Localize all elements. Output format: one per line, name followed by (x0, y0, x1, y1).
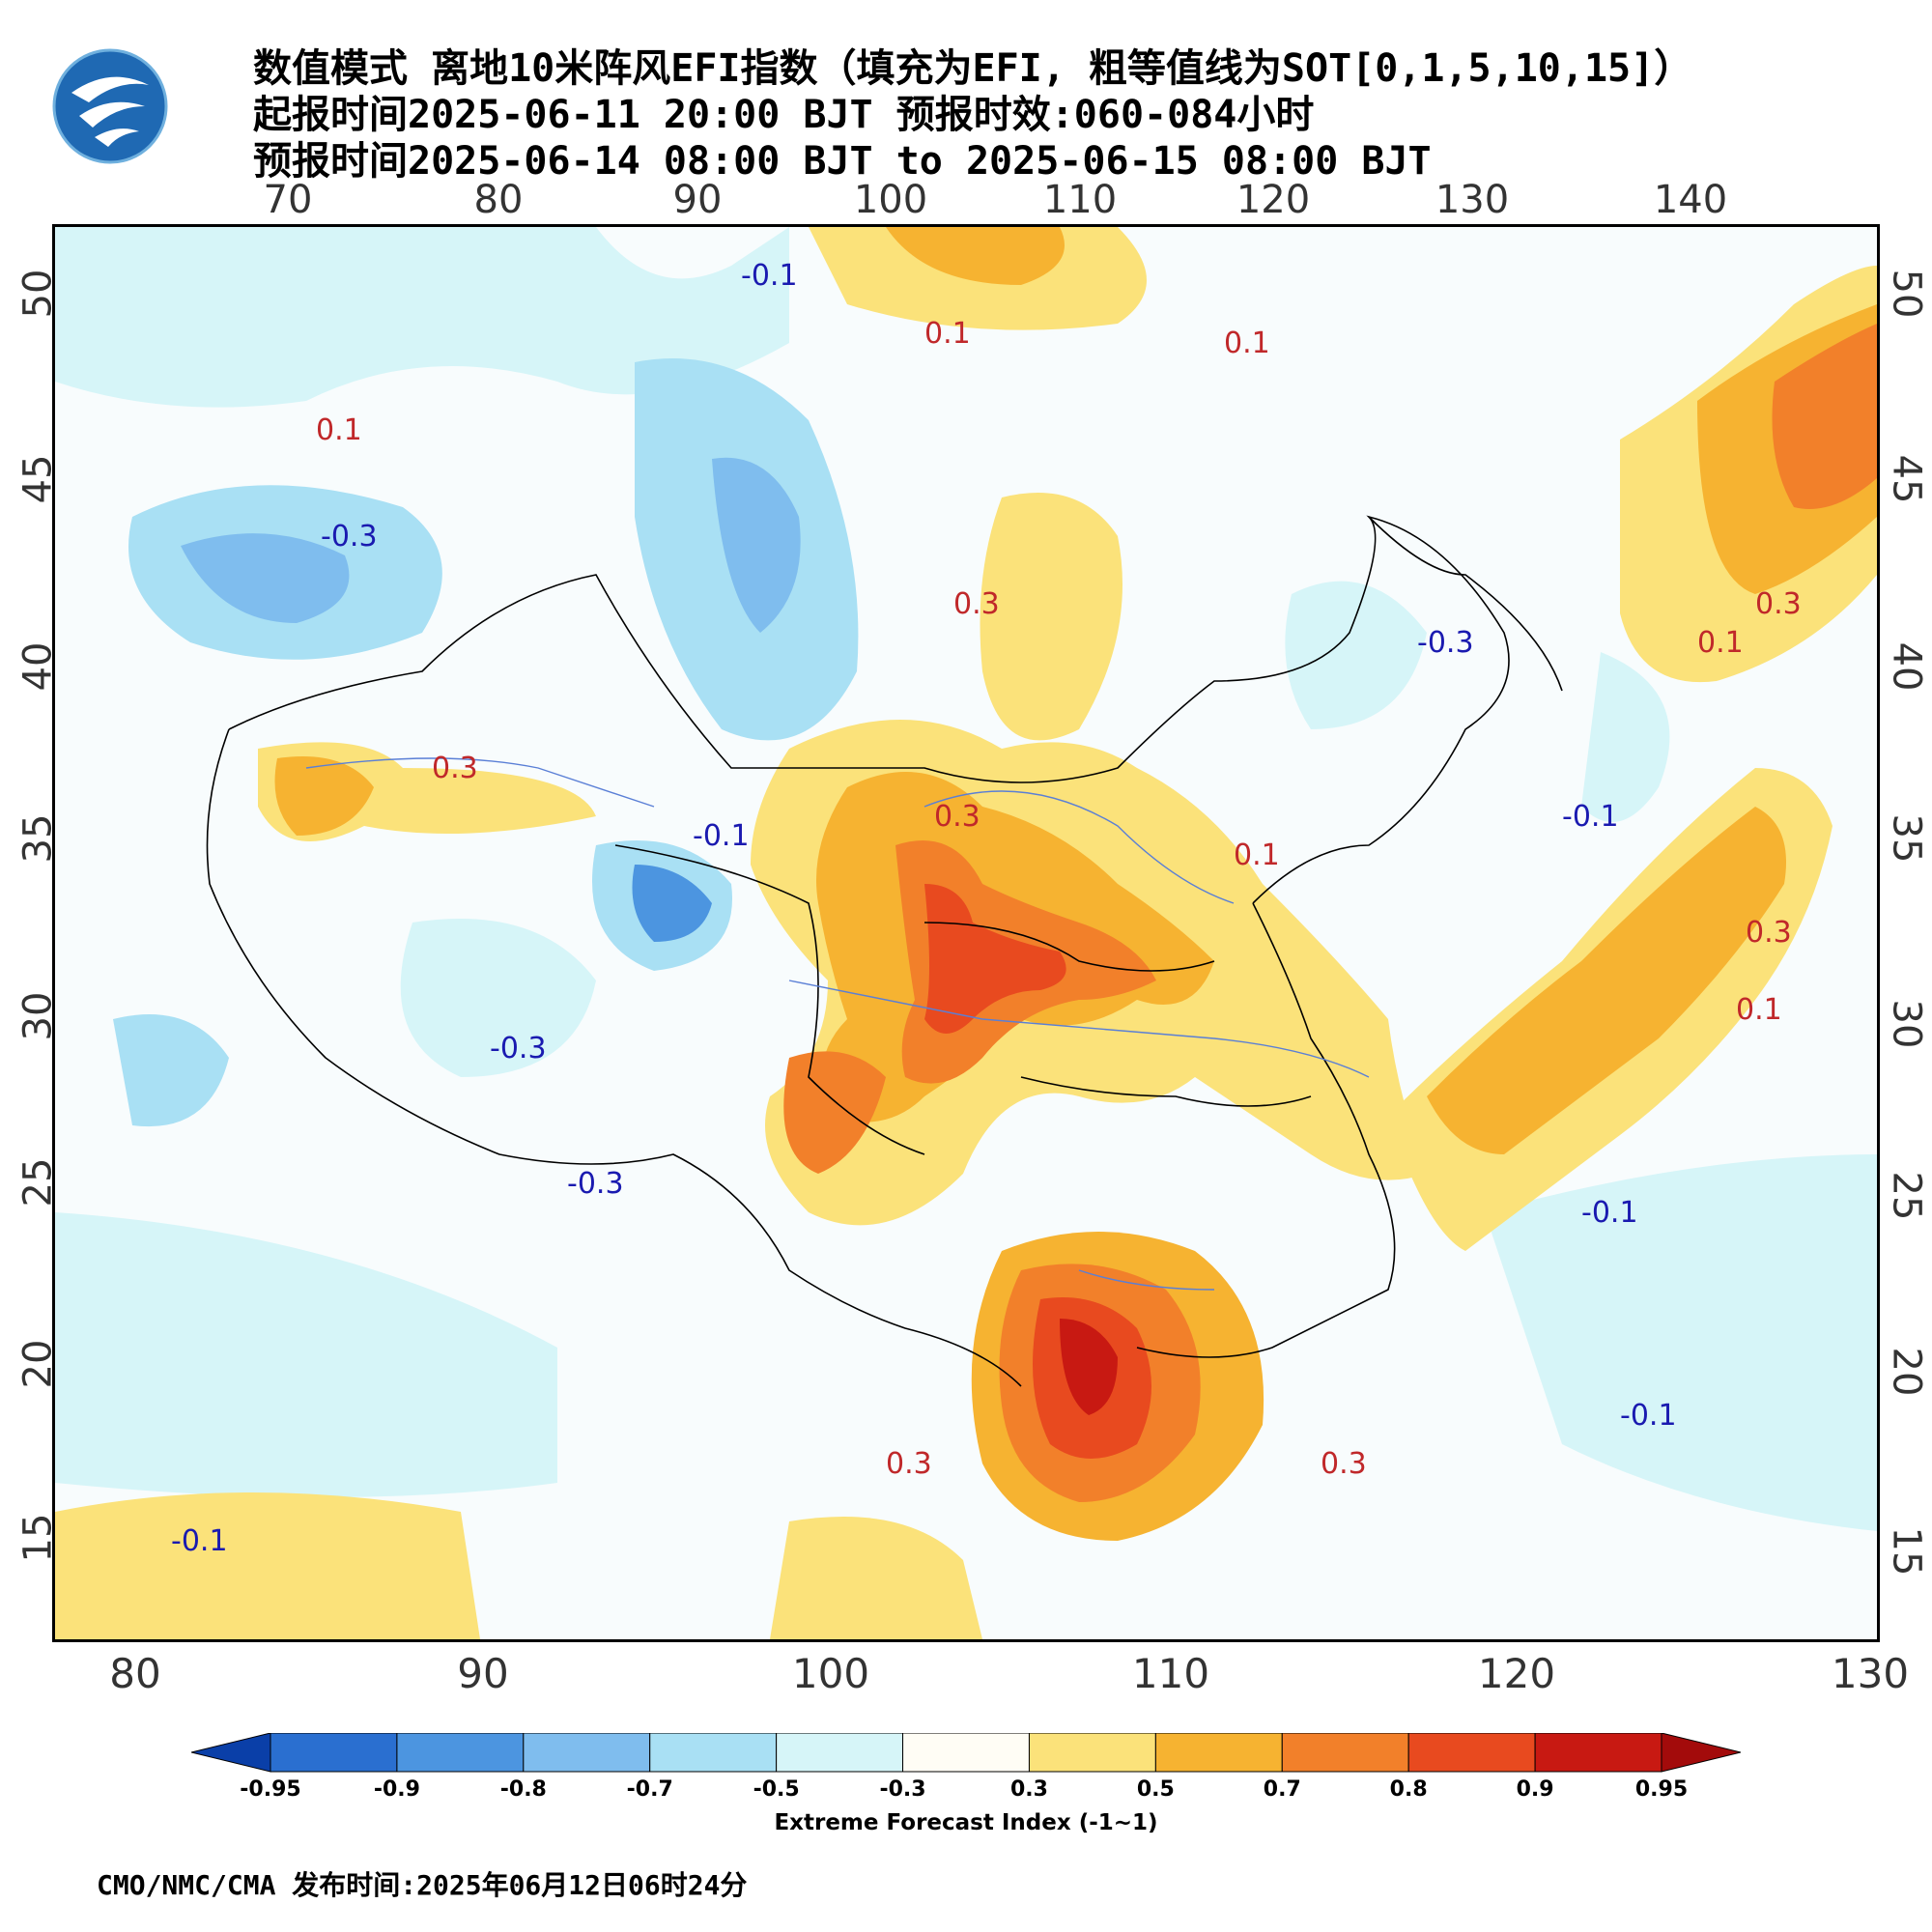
cma-logo-icon (52, 48, 168, 164)
efi-legend: -0.95 -0.9 -0.8 -0.7 -0.5 -0.3 0.3 0.5 0.7 0.8 0.9… (190, 1732, 1742, 1839)
header: 数值模式 离地10米阵风EFI指数（填充为EFI, 粗等值线为SOT[0,1,5… (0, 0, 1932, 193)
legend-tick-label: 0.95 (1634, 1777, 1689, 1802)
contour-label-pos: 0.3 (953, 587, 1000, 621)
contour-label-pos: 0.3 (886, 1447, 932, 1481)
legend-color-swatch (776, 1732, 904, 1773)
title-line-2: 起报时间2025-06-11 20:00 BJT 预报时效:060-084小时 (253, 93, 1315, 137)
contour-label-neg: -0.1 (1620, 1399, 1677, 1433)
lon-top-tick: 130 (1435, 178, 1510, 222)
lon-bottom-tick: 110 (1131, 1650, 1210, 1697)
footer-publisher: CMO/NMC/CMA 发布时间:2025年06月12日06时24分 (97, 1869, 748, 1901)
lon-top-tick: 140 (1653, 178, 1728, 222)
contour-label-neg: -0.3 (1417, 626, 1474, 660)
efi-warm-areas (55, 227, 1877, 1639)
contour-label-neg: -0.1 (693, 819, 750, 853)
lat-right-tick: 30 (1884, 999, 1929, 1049)
legend-color-swatch (523, 1732, 651, 1773)
lat-right-tick: 40 (1884, 641, 1929, 692)
legend-tick-label: -0.9 (373, 1777, 420, 1802)
title-line-3: 预报时间2025-06-14 08:00 BJT to 2025-06-15 0… (253, 139, 1432, 184)
lat-right-tick: 45 (1884, 454, 1929, 504)
legend-color-swatch (1661, 1732, 1742, 1773)
lat-right-tick: 15 (1884, 1526, 1929, 1577)
contour-labels: -0.1 0.1 0.1 0.1 -0.3 0.3 -0.3 0.3 0.1 0… (171, 259, 1802, 1558)
lon-top-tick: 110 (1042, 178, 1118, 222)
legend-color-swatch (270, 1732, 398, 1773)
legend-color-swatch (1407, 1732, 1536, 1773)
lat-right-tick: 25 (1884, 1171, 1929, 1221)
legend-tick-label: 0.9 (1516, 1777, 1554, 1802)
efi-blue-areas (55, 227, 1877, 1531)
contour-label-neg: -0.3 (321, 520, 378, 554)
contour-label-neg: -0.1 (1562, 800, 1619, 834)
title-line-1: 数值模式 离地10米阵风EFI指数（填充为EFI, 粗等值线为SOT[0,1,5… (253, 46, 1693, 91)
lon-top-tick: 70 (263, 178, 313, 222)
map-rivers (305, 757, 1370, 1291)
contour-label-pos: 0.3 (1321, 1447, 1367, 1481)
lon-top-tick: 120 (1236, 178, 1311, 222)
contour-label-pos: 0.1 (1224, 327, 1270, 360)
contour-label-neg: -0.3 (490, 1032, 547, 1065)
contour-label-pos: 0.1 (924, 317, 971, 351)
contour-label-neg: -0.3 (567, 1167, 624, 1201)
lon-top-tick: 90 (672, 178, 723, 222)
lon-top-tick: 100 (853, 178, 928, 222)
legend-tick-label: 0.7 (1263, 1777, 1301, 1802)
contour-label-neg: -0.1 (171, 1524, 228, 1558)
legend-color-swatch (1534, 1732, 1662, 1773)
legend-tick-label: -0.7 (626, 1777, 673, 1802)
contour-label-pos: 0.3 (934, 800, 980, 834)
legend-tick-label: -0.95 (240, 1777, 301, 1802)
legend-tick-label: -0.8 (499, 1777, 547, 1802)
contour-label-pos: 0.3 (432, 752, 478, 785)
legend-tick-label: 0.5 (1136, 1777, 1175, 1802)
lon-bottom-tick: 80 (109, 1650, 161, 1697)
lon-top-tick: 80 (473, 178, 524, 222)
lat-right-tick: 20 (1884, 1347, 1929, 1397)
lat-right-tick: 50 (1884, 269, 1929, 319)
contour-label-pos: 0.3 (1755, 587, 1802, 621)
legend-tick-label: -0.3 (879, 1777, 926, 1802)
contour-label-pos: 0.1 (316, 413, 362, 447)
legend-tick-label: 0.8 (1389, 1777, 1428, 1802)
lon-bottom-tick: 90 (457, 1650, 509, 1697)
contour-label-pos: 0.3 (1746, 916, 1792, 950)
legend-color-swatch (649, 1732, 778, 1773)
legend-color-swatch (902, 1732, 1030, 1773)
legend-color-swatch (1281, 1732, 1409, 1773)
legend-color-swatch (1154, 1732, 1283, 1773)
efi-map: -0.1 0.1 0.1 0.1 -0.3 0.3 -0.3 0.3 0.1 0… (52, 224, 1880, 1642)
map-boundaries (206, 515, 1563, 1387)
contour-label-neg: -0.1 (741, 259, 798, 293)
contour-label-pos: 0.1 (1736, 993, 1782, 1027)
contour-label-pos: 0.1 (1234, 838, 1280, 872)
legend-tick-label: 0.3 (1009, 1777, 1048, 1802)
legend-caption: Extreme Forecast Index (-1~1) (774, 1810, 1158, 1835)
legend-tick-label: -0.5 (753, 1777, 800, 1802)
efi-map-canvas: -0.1 0.1 0.1 0.1 -0.3 0.3 -0.3 0.3 0.1 0… (55, 227, 1877, 1639)
legend-color-swatch (396, 1732, 525, 1773)
legend-colorbar (190, 1732, 1742, 1773)
lon-bottom-tick: 100 (791, 1650, 870, 1697)
lon-bottom-tick: 130 (1831, 1650, 1910, 1697)
lon-bottom-tick: 120 (1477, 1650, 1556, 1697)
legend-color-swatch (190, 1732, 271, 1773)
contour-label-pos: 0.1 (1697, 626, 1744, 660)
contour-label-neg: -0.1 (1581, 1196, 1638, 1230)
legend-color-swatch (1028, 1732, 1156, 1773)
lat-right-tick: 35 (1884, 813, 1929, 864)
